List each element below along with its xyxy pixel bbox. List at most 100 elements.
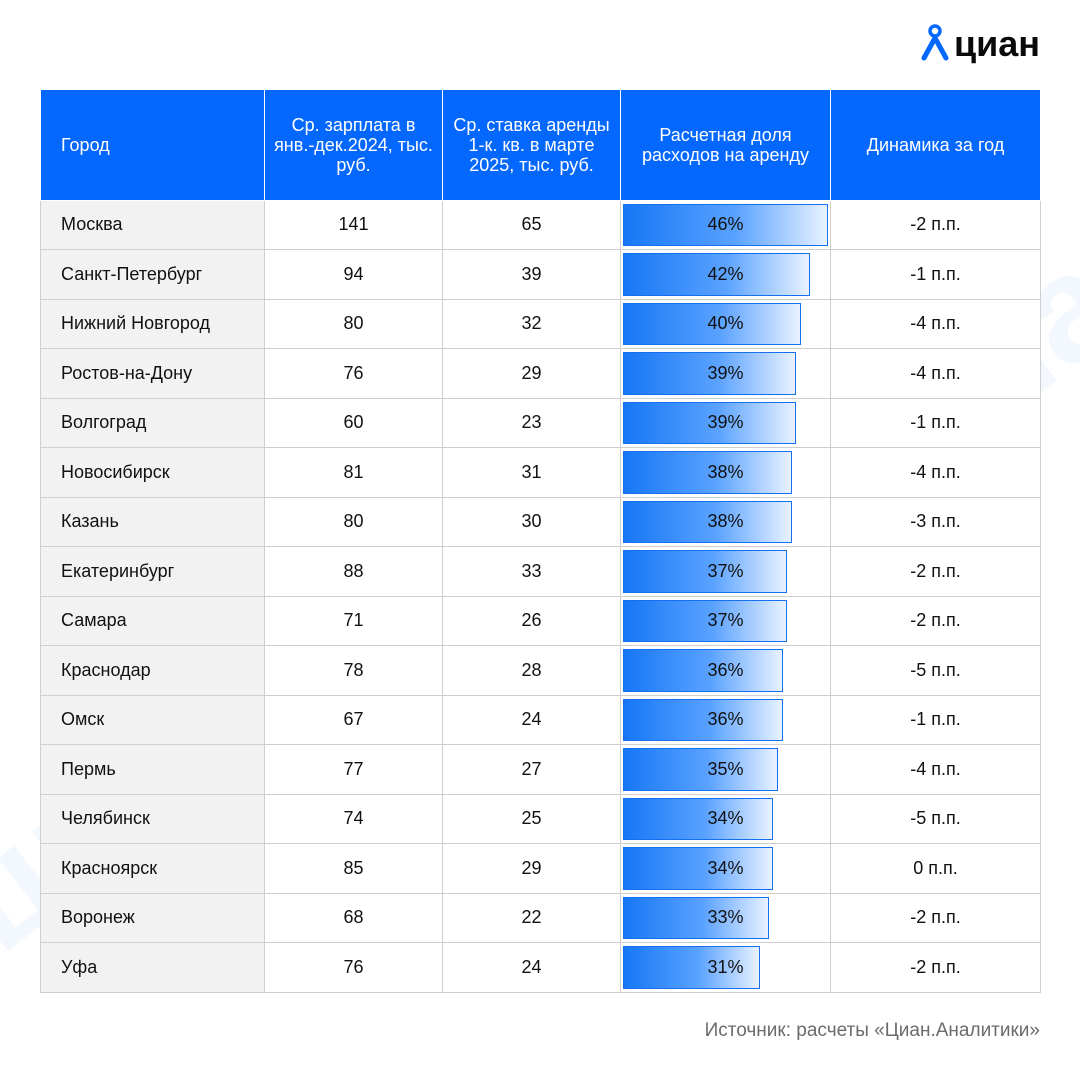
table-row: Нижний Новгород 80 32 40% -4 п.п. xyxy=(40,298,1041,349)
rent-share-bar xyxy=(623,253,810,296)
rent-cell: 65 xyxy=(442,199,621,250)
rent-share-label: 39% xyxy=(707,412,744,433)
city-cell: Воронеж xyxy=(40,892,265,943)
salary-cell: 88 xyxy=(264,546,443,597)
rent-share-table: Город Ср. зарплата в янв.-дек.2024, тыс.… xyxy=(40,90,1041,993)
yearly-change-cell: -3 п.п. xyxy=(830,496,1041,547)
city-cell: Краснодар xyxy=(40,645,265,696)
rent-share-label: 38% xyxy=(707,511,744,532)
yearly-change-cell: -1 п.п. xyxy=(830,397,1041,448)
rent-share-label: 34% xyxy=(707,857,744,878)
salary-cell: 80 xyxy=(264,496,443,547)
rent-share-label: 35% xyxy=(707,758,744,779)
rent-cell: 29 xyxy=(442,843,621,894)
rent-share-bar xyxy=(623,302,801,345)
header-salary: Ср. зарплата в янв.-дек.2024, тыс. руб. xyxy=(264,90,443,201)
rent-share-label: 38% xyxy=(707,461,744,482)
rent-share-cell: 37% xyxy=(620,595,831,646)
yearly-change-cell: -2 п.п. xyxy=(830,892,1041,943)
rent-share-label: 34% xyxy=(707,808,744,829)
rent-cell: 25 xyxy=(442,793,621,844)
rent-share-label: 42% xyxy=(707,263,744,284)
table-row: Москва 141 65 46% -2 п.п. xyxy=(40,199,1041,250)
yearly-change-cell: -2 п.п. xyxy=(830,942,1041,993)
rent-share-bar xyxy=(623,451,792,494)
table-row: Челябинск 74 25 34% -5 п.п. xyxy=(40,793,1041,844)
rent-share-label: 36% xyxy=(707,659,744,680)
rent-cell: 26 xyxy=(442,595,621,646)
yearly-change-cell: -2 п.п. xyxy=(830,546,1041,597)
header-rent: Ср. ставка аренды 1-к. кв. в марте 2025,… xyxy=(442,90,621,201)
rent-cell: 39 xyxy=(442,249,621,300)
rent-share-label: 36% xyxy=(707,709,744,730)
rent-share-cell: 36% xyxy=(620,694,831,745)
table-header-row: Город Ср. зарплата в янв.-дек.2024, тыс.… xyxy=(40,90,1041,201)
salary-cell: 71 xyxy=(264,595,443,646)
table-row: Новосибирск 81 31 38% -4 п.п. xyxy=(40,447,1041,498)
rent-share-cell: 46% xyxy=(620,199,831,250)
yearly-change-cell: -5 п.п. xyxy=(830,793,1041,844)
city-cell: Ростов-на-Дону xyxy=(40,348,265,399)
yearly-change-cell: -2 п.п. xyxy=(830,199,1041,250)
city-cell: Омск xyxy=(40,694,265,745)
yearly-change-cell: 0 п.п. xyxy=(830,843,1041,894)
city-cell: Екатеринбург xyxy=(40,546,265,597)
salary-cell: 78 xyxy=(264,645,443,696)
rent-share-label: 40% xyxy=(707,313,744,334)
salary-cell: 85 xyxy=(264,843,443,894)
salary-cell: 81 xyxy=(264,447,443,498)
city-cell: Уфа xyxy=(40,942,265,993)
rent-share-label: 39% xyxy=(707,362,744,383)
salary-cell: 76 xyxy=(264,942,443,993)
rent-cell: 24 xyxy=(442,694,621,745)
rent-share-label: 37% xyxy=(707,560,744,581)
table-row: Красноярск 85 29 34% 0 п.п. xyxy=(40,843,1041,894)
source-note: Источник: расчеты «Циан.Аналитики» xyxy=(704,1020,1040,1041)
rent-share-bar xyxy=(623,550,788,593)
rent-cell: 23 xyxy=(442,397,621,448)
city-cell: Москва xyxy=(40,199,265,250)
salary-cell: 77 xyxy=(264,744,443,795)
pin-person-icon xyxy=(921,24,949,61)
rent-cell: 28 xyxy=(442,645,621,696)
rent-share-cell: 34% xyxy=(620,793,831,844)
rent-cell: 29 xyxy=(442,348,621,399)
table-row: Волгоград 60 23 39% -1 п.п. xyxy=(40,397,1041,448)
table-row: Казань 80 30 38% -3 п.п. xyxy=(40,496,1041,547)
yearly-change-cell: -4 п.п. xyxy=(830,348,1041,399)
city-cell: Новосибирск xyxy=(40,447,265,498)
yearly-change-cell: -1 п.п. xyxy=(830,249,1041,300)
salary-cell: 80 xyxy=(264,298,443,349)
rent-cell: 33 xyxy=(442,546,621,597)
yearly-change-cell: -4 п.п. xyxy=(830,447,1041,498)
rent-share-bar xyxy=(623,649,783,692)
city-cell: Красноярск xyxy=(40,843,265,894)
rent-share-cell: 42% xyxy=(620,249,831,300)
city-cell: Челябинск xyxy=(40,793,265,844)
rent-share-bar xyxy=(623,599,788,642)
salary-cell: 68 xyxy=(264,892,443,943)
rent-cell: 22 xyxy=(442,892,621,943)
salary-cell: 141 xyxy=(264,199,443,250)
rent-share-bar xyxy=(623,698,783,741)
rent-share-bar xyxy=(623,352,797,395)
yearly-change-cell: -2 п.п. xyxy=(830,595,1041,646)
rent-share-cell: 38% xyxy=(620,496,831,547)
city-cell: Волгоград xyxy=(40,397,265,448)
rent-cell: 24 xyxy=(442,942,621,993)
table-row: Ростов-на-Дону 76 29 39% -4 п.п. xyxy=(40,348,1041,399)
yearly-change-cell: -4 п.п. xyxy=(830,744,1041,795)
city-cell: Казань xyxy=(40,496,265,547)
brand-logo: циан xyxy=(920,22,1040,66)
rent-share-cell: 37% xyxy=(620,546,831,597)
salary-cell: 60 xyxy=(264,397,443,448)
rent-share-bar xyxy=(623,946,760,989)
yearly-change-cell: -5 п.п. xyxy=(830,645,1041,696)
rent-share-label: 31% xyxy=(707,956,744,977)
table-row: Санкт-Петербург 94 39 42% -1 п.п. xyxy=(40,249,1041,300)
rent-share-bar xyxy=(623,896,769,939)
table-row: Воронеж 68 22 33% -2 п.п. xyxy=(40,892,1041,943)
header-city: Город xyxy=(40,90,265,201)
city-cell: Пермь xyxy=(40,744,265,795)
rent-share-cell: 40% xyxy=(620,298,831,349)
